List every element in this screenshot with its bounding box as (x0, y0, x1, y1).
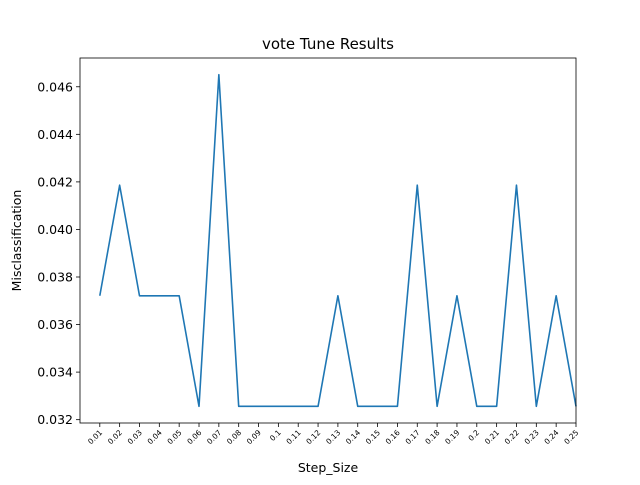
x-tick-label: 0.14 (344, 428, 362, 446)
series-layer (99, 73, 577, 408)
x-tick-label: 0.07 (205, 428, 223, 446)
x-tick-label: 0.25 (562, 428, 580, 446)
x-tick-label: 0.16 (384, 428, 402, 446)
y-tick-label: 0.038 (37, 270, 73, 285)
x-tick-label: 0.01 (86, 428, 104, 446)
y-tick-label: 0.040 (37, 222, 73, 237)
y-axis-ticks: 0.032 0.034 0.036 0.038 0.040 0.042 0.044 0.046 (37, 79, 80, 427)
x-tick-label: 0.23 (523, 428, 541, 446)
x-tick-label: 0.08 (225, 428, 243, 446)
x-tick-label: 0.21 (483, 428, 501, 446)
x-tick-label: 0.11 (284, 428, 302, 446)
y-tick-label: 0.036 (37, 317, 73, 332)
x-tick-label: 0.06 (185, 428, 203, 446)
x-tick-label: 0.13 (324, 428, 342, 446)
x-tick-label: 0.19 (443, 428, 461, 446)
x-tick-label: 0.15 (364, 428, 382, 446)
x-tick-label: 0.1 (268, 428, 283, 443)
x-tick-label: 0.18 (423, 428, 441, 446)
x-tick-label: 0.05 (165, 428, 183, 446)
y-tick-label: 0.044 (37, 127, 73, 142)
x-tick-label: 0.24 (542, 428, 560, 446)
x-axis-label: Step_Size (298, 460, 359, 475)
x-tick-label: 0.12 (304, 428, 322, 446)
y-tick-label: 0.032 (37, 412, 73, 427)
y-tick-label: 0.042 (37, 174, 73, 189)
y-tick-label: 0.034 (37, 365, 73, 380)
series-line (99, 73, 577, 408)
chart-title: vote Tune Results (262, 35, 394, 53)
x-tick-label: 0.04 (146, 428, 164, 446)
x-tick-label: 0.22 (503, 428, 521, 446)
x-tick-label: 0.02 (106, 428, 124, 446)
x-tick-label: 0.2 (466, 428, 481, 443)
y-axis-label: Misclassification (9, 190, 24, 292)
x-tick-label: 0.09 (245, 428, 263, 446)
x-tick-label: 0.17 (404, 428, 422, 446)
plot-frame (79, 57, 577, 424)
x-tick-label: 0.03 (126, 428, 144, 446)
y-tick-label: 0.046 (37, 79, 73, 94)
x-axis-ticks: 0.01 0.02 0.03 0.04 0.05 0.06 0.07 0.08 0.09 0.1 0… (86, 423, 581, 446)
